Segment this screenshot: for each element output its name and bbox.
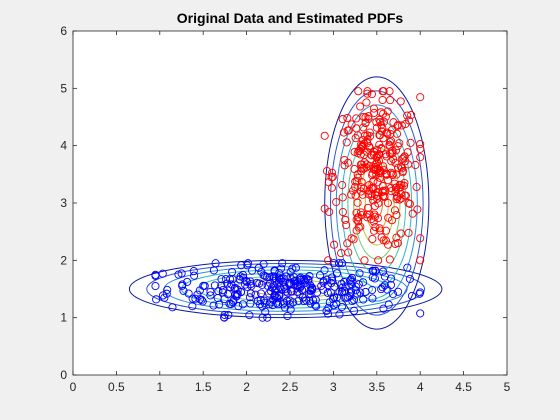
x-tick-label: 0.5: [108, 380, 125, 394]
y-tick-label: 1: [60, 311, 67, 325]
x-tick-label: 1.5: [195, 380, 212, 394]
x-tick-label: 0: [70, 380, 77, 394]
x-tick-label: 4: [417, 380, 424, 394]
axes-background: [73, 31, 507, 375]
y-tick-label: 6: [60, 24, 67, 38]
x-tick-label: 4.5: [455, 380, 472, 394]
y-tick-label: 0: [60, 368, 67, 382]
y-tick-label: 5: [60, 81, 67, 95]
x-tick-label: 2: [243, 380, 250, 394]
x-tick-label: 3.5: [368, 380, 385, 394]
y-tick-label: 4: [60, 139, 67, 153]
y-tick-label: 2: [60, 253, 67, 267]
x-tick-label: 2.5: [282, 380, 299, 394]
x-tick-label: 5: [504, 380, 511, 394]
x-tick-label: 3: [330, 380, 337, 394]
chart-title: Original Data and Estimated PDFs: [177, 10, 404, 26]
x-tick-label: 1: [156, 380, 163, 394]
y-tick-label: 3: [60, 196, 67, 210]
